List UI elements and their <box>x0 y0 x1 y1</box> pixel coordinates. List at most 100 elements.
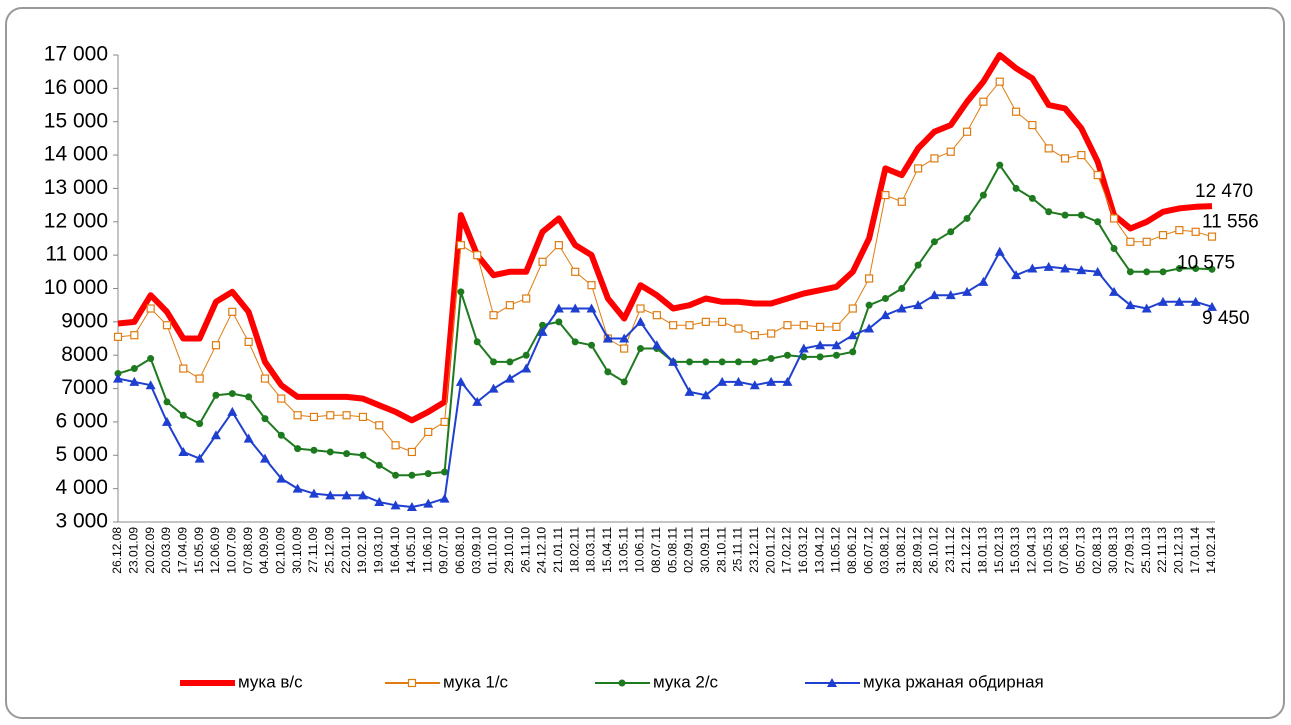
point <box>179 364 188 373</box>
point <box>294 445 302 453</box>
y-tick-label: 6 000 <box>55 409 108 432</box>
point <box>114 370 122 378</box>
y-tick-label: 14 000 <box>44 143 108 166</box>
point <box>194 453 205 463</box>
x-tick-label: 21.01.11 <box>551 527 565 573</box>
point <box>962 286 973 296</box>
point <box>1061 211 1069 219</box>
point <box>391 441 400 450</box>
point <box>1011 107 1021 116</box>
x-tick-label: 06.08.10 <box>453 527 467 574</box>
point <box>1060 154 1070 163</box>
point <box>1109 286 1120 296</box>
x-tick-label: 15.02.13 <box>992 527 1006 574</box>
x-tick-label: 24.12.10 <box>535 527 549 574</box>
point <box>685 321 694 330</box>
x-tick-label: 21.12.12 <box>959 527 973 574</box>
point <box>1158 231 1168 240</box>
point <box>455 376 466 386</box>
point <box>277 394 286 403</box>
x-tick-label: 11.05.12 <box>829 527 843 573</box>
point <box>277 431 285 439</box>
point <box>423 498 434 508</box>
x-tick-label: 27.11.09 <box>306 527 320 573</box>
point <box>406 501 417 511</box>
x-tick-label: 30.08.13 <box>1106 527 1120 574</box>
point <box>717 376 728 386</box>
x-tick-label: 25.10.13 <box>1139 527 1153 574</box>
x-tick-label: 26.11.10 <box>518 527 532 573</box>
point <box>832 351 840 359</box>
point <box>783 321 792 330</box>
x-tick-label: 13.04.12 <box>812 527 826 574</box>
y-tick-label: 9000 <box>61 309 108 332</box>
point <box>668 356 679 366</box>
point <box>635 316 646 326</box>
point <box>995 77 1004 86</box>
point <box>733 376 744 386</box>
point <box>749 380 760 390</box>
point <box>1142 237 1151 246</box>
point <box>392 471 400 479</box>
x-tick-label: 30.09.11 <box>698 527 712 573</box>
point <box>637 345 645 353</box>
legend-label: мука 1/с <box>443 672 509 691</box>
point <box>1109 214 1119 223</box>
point <box>522 294 531 303</box>
point <box>978 276 989 286</box>
point <box>537 326 548 336</box>
point <box>212 391 220 399</box>
x-tick-label: 15.05.09 <box>192 527 206 574</box>
point <box>571 267 580 276</box>
point <box>766 376 777 386</box>
point <box>1207 232 1217 241</box>
point <box>783 351 791 359</box>
x-tick-label: 14.05.10 <box>404 527 418 574</box>
point <box>439 493 450 503</box>
point <box>554 241 563 250</box>
point <box>343 450 351 458</box>
point <box>178 446 189 456</box>
x-tick-label: 06.07.12 <box>861 527 875 574</box>
x-tick-label: 04.09.09 <box>257 527 271 574</box>
y-tick-label: 4 000 <box>55 476 108 499</box>
point <box>1143 268 1151 276</box>
point <box>1191 227 1200 236</box>
x-tick-label: 10.06.11 <box>633 527 647 573</box>
point <box>570 303 581 313</box>
point <box>472 396 483 406</box>
point <box>946 147 955 156</box>
point <box>130 365 138 373</box>
x-tick-label: 17.01.14 <box>1188 527 1202 574</box>
x-tick-label: 19.02.10 <box>355 527 369 574</box>
point <box>228 307 237 316</box>
point <box>1207 301 1217 311</box>
point <box>913 164 923 173</box>
x-tick-label: 27.09.13 <box>1123 527 1137 574</box>
x-tick-label: 20.12.13 <box>1172 527 1186 574</box>
point <box>620 344 629 353</box>
point <box>1027 263 1038 273</box>
point <box>555 318 563 326</box>
point <box>815 340 826 350</box>
point <box>1175 226 1184 235</box>
point <box>538 257 547 266</box>
series <box>117 52 1213 424</box>
x-tick-label: 28.09.12 <box>910 527 924 574</box>
point <box>1028 120 1037 130</box>
legend-marker <box>827 678 837 687</box>
point <box>1110 244 1118 252</box>
point <box>326 411 335 420</box>
x-tick-label: 20.02.09 <box>143 527 157 574</box>
point <box>880 310 891 320</box>
point <box>211 341 221 350</box>
point <box>245 393 253 401</box>
point <box>651 340 662 350</box>
point <box>441 468 449 476</box>
chart-frame <box>5 7 1285 719</box>
point <box>276 473 287 483</box>
x-tick-label: 10.05.13 <box>1041 527 1055 574</box>
x-tick-label: 01.10.10 <box>486 527 500 574</box>
x-tick-label: 29.10.10 <box>502 527 516 574</box>
